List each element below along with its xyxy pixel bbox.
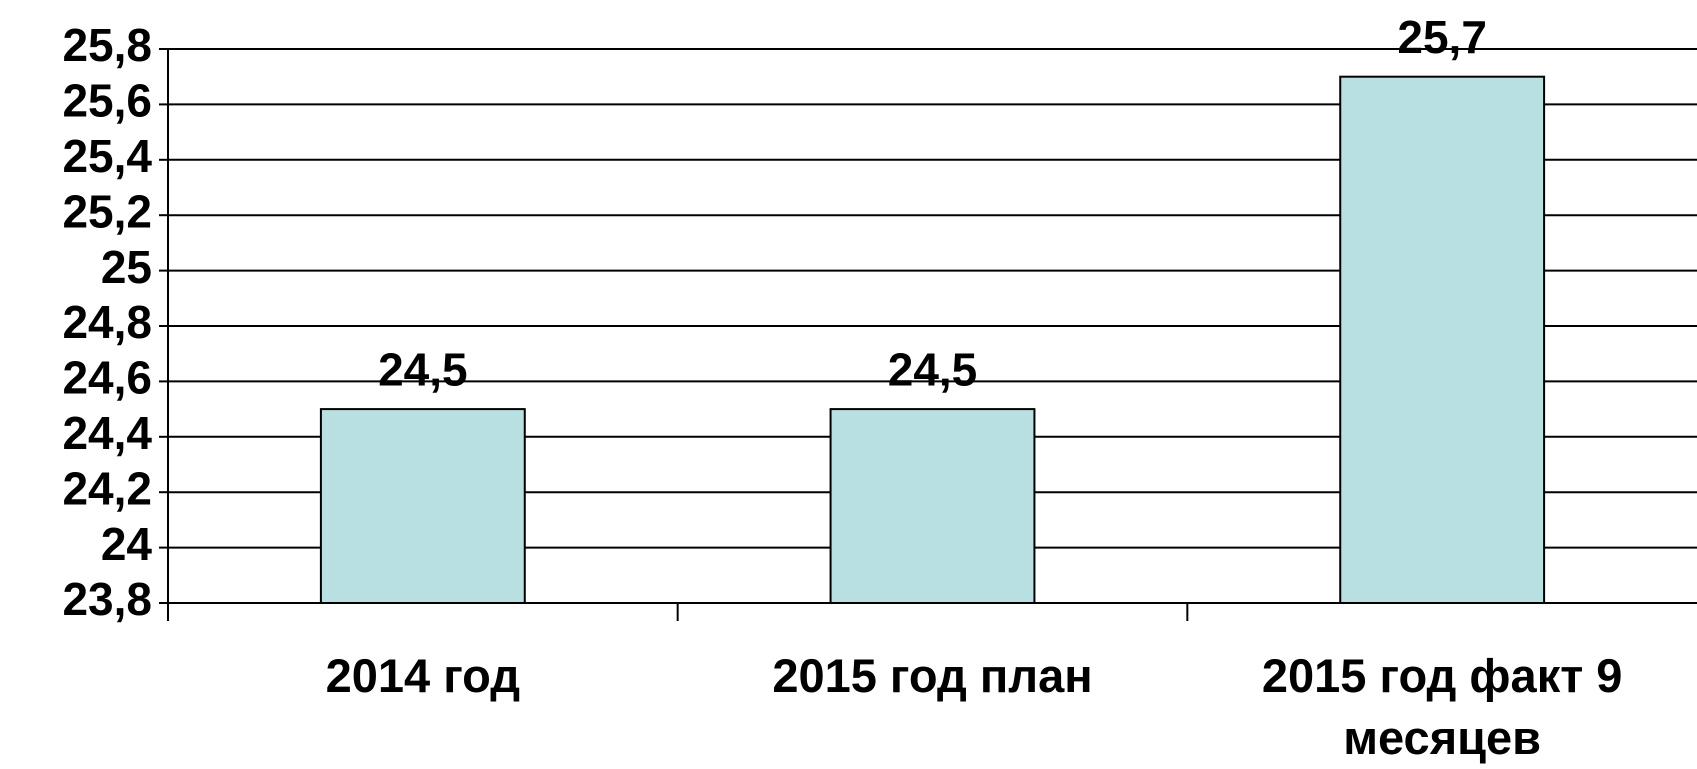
y-tick-label: 24,6 [62,352,152,404]
y-tick-label: 24,8 [62,296,152,348]
value-label: 24,5 [888,343,978,395]
y-tick-label: 24,2 [62,462,152,514]
y-tick-label: 23,8 [62,573,152,625]
value-label: 24,5 [378,343,468,395]
y-tick-label: 25 [101,241,152,293]
bar [829,408,1036,604]
y-tick-label: 25,2 [62,185,152,237]
x-tick-label: 2015 год факт 9 месяцев [1261,649,1623,764]
y-tick-label: 25,8 [62,19,152,71]
bar [319,408,526,604]
y-tick-label: 25,6 [62,75,152,127]
y-tick-label: 24 [101,518,153,570]
y-tick-label: 24,4 [62,407,152,459]
x-tick-label: 2014 год [325,649,521,702]
bar [1339,75,1546,604]
x-tick-label: 2015 год план [772,649,1093,702]
value-label: 25,7 [1397,11,1487,63]
y-tick-label: 25,4 [62,130,152,182]
